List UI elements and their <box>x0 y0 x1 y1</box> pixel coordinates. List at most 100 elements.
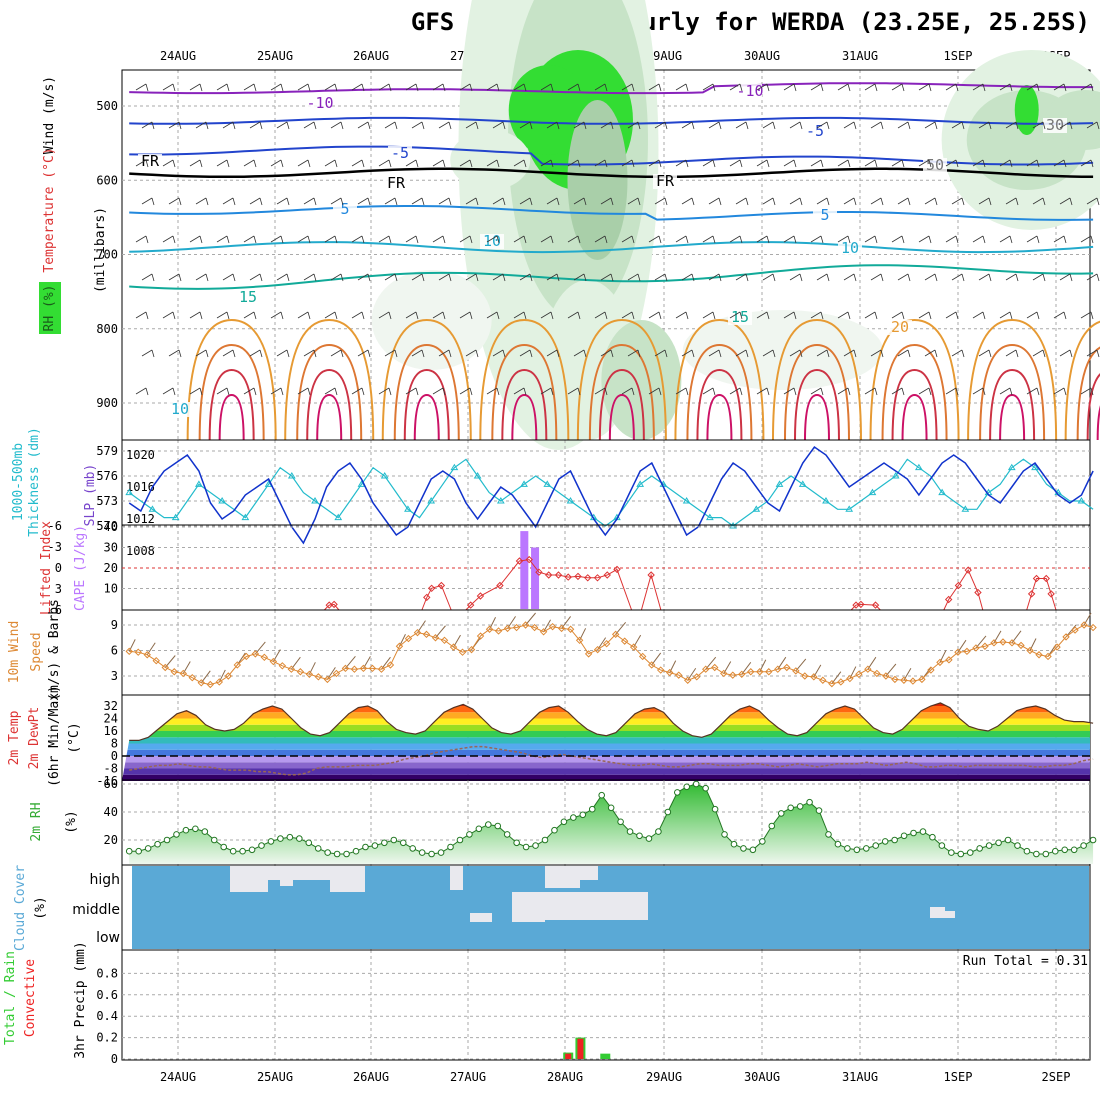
wind10m-point <box>179 669 187 678</box>
wind-barb <box>519 197 533 206</box>
wind-barb <box>303 273 317 282</box>
temp-contour-lowlevel <box>198 343 265 441</box>
li-line <box>421 584 452 611</box>
wind-barb <box>600 197 614 206</box>
wind-barb <box>1026 311 1040 320</box>
temp-contour-lowlevel <box>771 318 862 441</box>
rh-point <box>749 846 757 854</box>
thickness-point <box>380 472 389 479</box>
contour-label: -10 <box>306 94 333 112</box>
wind-barb <box>270 83 284 92</box>
wind-barb <box>303 121 317 130</box>
wind-barb <box>918 311 932 320</box>
wind-barb <box>378 235 392 244</box>
rh-point <box>607 804 615 812</box>
wind-barb <box>222 349 236 358</box>
wind-barb <box>675 83 689 92</box>
wind-barb <box>270 387 284 396</box>
rh-point <box>853 846 861 854</box>
wind-barb <box>729 235 743 244</box>
temp-contour-lowlevel <box>306 368 353 441</box>
wind-barb <box>459 387 473 396</box>
temp-contour-lowlevel <box>901 393 928 441</box>
thickness-point <box>357 480 366 487</box>
wind-barb <box>270 159 284 168</box>
wind-barb <box>486 83 500 92</box>
wind-barb <box>978 273 992 282</box>
wind-barb <box>972 235 986 244</box>
li-point <box>427 584 436 593</box>
rh-legend-box <box>39 282 61 334</box>
y-tick-label: 579 <box>96 444 118 458</box>
thickness-point <box>404 505 412 512</box>
wind10m-point <box>386 661 395 669</box>
wind-barb <box>783 83 797 92</box>
y-tick-label: 0.4 <box>96 1009 118 1023</box>
thickness-point <box>427 497 436 504</box>
temp-contour-lowlevel <box>979 343 1046 441</box>
wind10m-point <box>548 622 557 631</box>
rh-point <box>900 832 908 840</box>
wind-barb <box>189 311 203 320</box>
contour-label: 5 <box>820 206 829 224</box>
rh-point <box>144 845 152 852</box>
wind10m-point <box>323 675 332 684</box>
cape-bar <box>520 531 529 609</box>
thickness-point <box>241 513 250 521</box>
wind-barb <box>627 197 641 206</box>
li-line <box>1026 578 1057 611</box>
rh-point <box>1051 847 1059 855</box>
wind10m-point <box>476 632 485 640</box>
temp-band <box>122 731 1090 738</box>
wind-barb <box>216 311 230 320</box>
li-point <box>535 568 543 576</box>
wind-barb <box>756 387 770 396</box>
wind10m-point <box>629 643 638 651</box>
wind-barb <box>837 311 851 320</box>
wind10m-point <box>1062 633 1070 641</box>
wind-barb <box>897 273 911 282</box>
wind-barb <box>432 311 446 320</box>
rh-point <box>806 798 813 806</box>
li-line <box>640 573 662 611</box>
wind-barb <box>135 159 149 168</box>
rh-point <box>768 822 776 830</box>
contour-label: FR <box>656 172 675 190</box>
rh-point <box>929 833 936 841</box>
wind10m-point <box>296 668 305 676</box>
temp-contour-lowlevel <box>588 343 655 441</box>
wind-barb <box>756 83 770 92</box>
wind-barb <box>513 311 527 320</box>
panel-cloud: high middle low <box>72 864 1091 951</box>
wind-barb <box>405 83 419 92</box>
wind-barb <box>162 311 176 320</box>
date-label-bottom: 27AUG <box>450 1070 486 1084</box>
wind10m-point <box>720 669 728 678</box>
wind10m-point <box>882 672 890 680</box>
rh-shading <box>371 0 1100 450</box>
rh-point <box>711 805 719 813</box>
panel-border <box>121 439 1091 526</box>
rh-point <box>844 845 851 852</box>
temp-contour-lowlevel <box>686 343 753 441</box>
rh-point <box>541 836 549 844</box>
contour-label-bg <box>308 96 332 111</box>
wind-barb <box>357 349 371 358</box>
wind-barb <box>249 121 263 130</box>
wind10m-point <box>251 650 260 658</box>
rh-point <box>655 828 662 835</box>
wind-barb <box>492 273 506 282</box>
wind-barb <box>324 387 338 396</box>
date-label-top: 26AUG <box>353 49 389 63</box>
wind-barb <box>1026 159 1040 168</box>
wind-barb <box>1059 197 1073 206</box>
rh-point <box>352 847 360 855</box>
wind-barb <box>135 83 149 92</box>
wind-barb <box>189 159 203 168</box>
wind10m-point <box>1017 641 1025 650</box>
wind-barb <box>141 349 155 358</box>
wind10m-point <box>936 658 944 667</box>
wind-barb <box>1026 387 1040 396</box>
rh-point <box>1023 847 1031 855</box>
wind-barb <box>918 159 932 168</box>
